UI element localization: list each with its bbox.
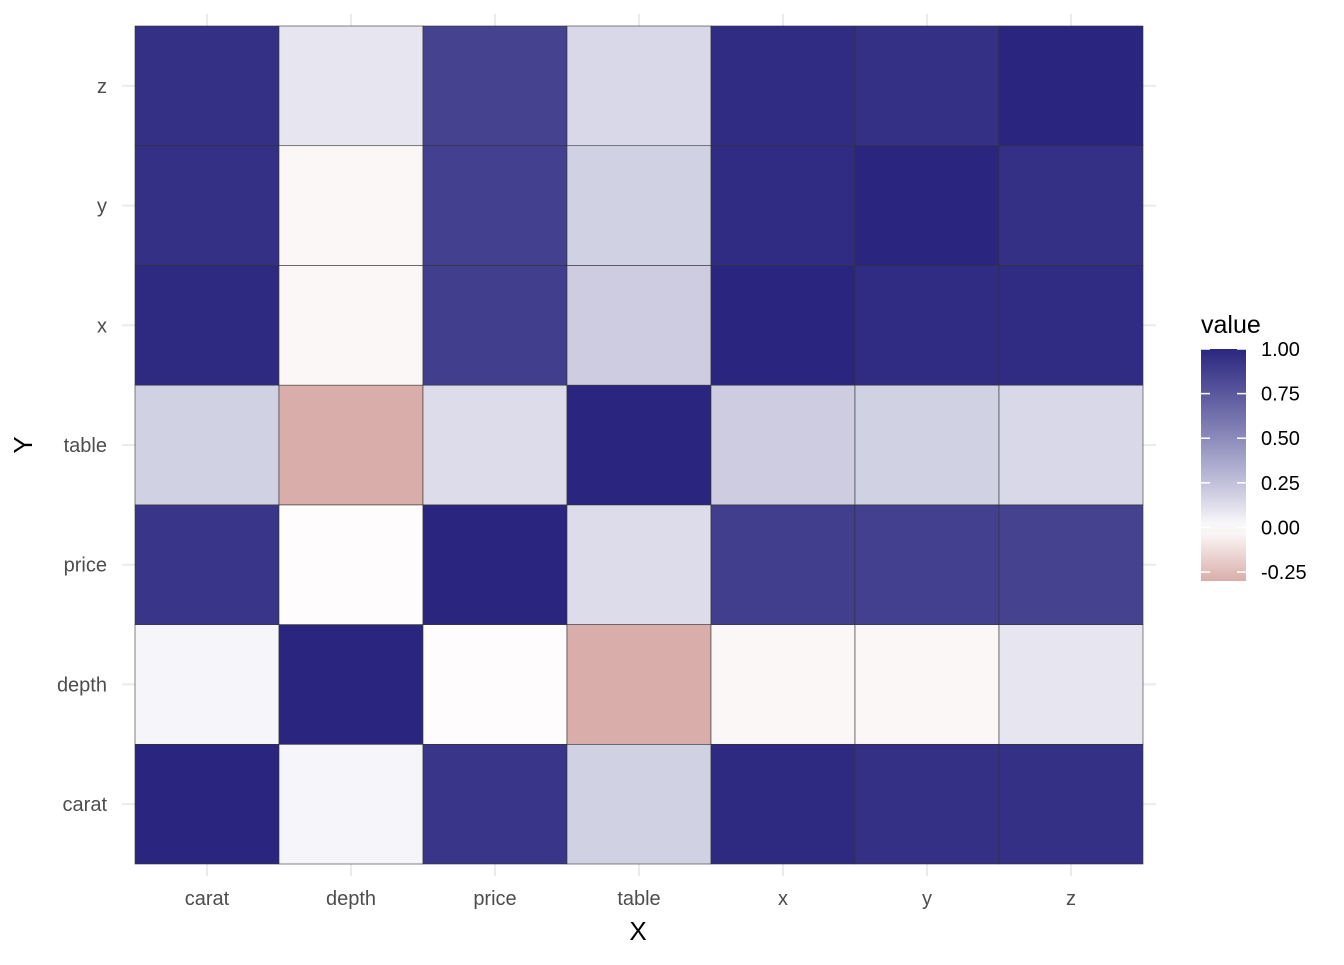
heatmap-cell-depth-x [278, 265, 424, 386]
heatmap-cell-depth-table [278, 384, 424, 506]
legend-tick-label: 1.00 [1261, 339, 1300, 361]
y-tick-label-carat: carat [63, 794, 108, 816]
legend: value 1.00 0.75 0.50 0.25 0.00 -0.25 [1201, 311, 1307, 584]
heatmap-cell-table-z [566, 25, 712, 147]
legend-tick-label: -0.25 [1261, 562, 1307, 584]
heatmap-cell-carat-y [134, 145, 280, 266]
y-tick-label-depth: depth [57, 674, 107, 696]
heatmap-cell-table-y [566, 145, 712, 266]
heatmap-cell-carat-depth [134, 624, 280, 745]
heatmap-cell-table-table [566, 384, 712, 506]
heatmap-cell-depth-z [278, 25, 424, 147]
heatmap-cell-price-y [422, 145, 568, 266]
x-tick-label-depth: depth [326, 888, 376, 910]
heatmap-cell-y-x [854, 265, 1000, 386]
heatmap-cell-z-depth [998, 624, 1144, 745]
x-tick-label-carat: carat [185, 888, 230, 910]
heatmap-cell-z-x [998, 265, 1144, 386]
heatmap-cell-carat-table [134, 384, 280, 506]
heatmap-cell-table-carat [566, 743, 712, 865]
heatmap-cell-depth-depth [278, 624, 424, 745]
y-tick-label-price: price [64, 555, 107, 577]
heatmap-cell-carat-price [134, 504, 280, 625]
x-tick-label-x: x [778, 888, 788, 910]
heatmap-cell-y-table [854, 384, 1000, 506]
heatmap-cell-z-price [998, 504, 1144, 625]
heatmap-tiles [134, 25, 1144, 865]
heatmap-cell-depth-y [278, 145, 424, 266]
heatmap-cell-x-y [710, 145, 856, 266]
y-tick-label-y: y [97, 196, 107, 218]
y-axis-title: Y [8, 436, 38, 453]
heatmap-cell-y-y [854, 145, 1000, 266]
x-tick-label-y: y [922, 888, 932, 910]
heatmap-cell-table-price [566, 504, 712, 625]
heatmap-cell-z-y [998, 145, 1144, 266]
heatmap-cell-z-table [998, 384, 1144, 506]
heatmap-cell-x-x [710, 265, 856, 386]
heatmap-cell-carat-x [134, 265, 280, 386]
heatmap-cell-y-depth [854, 624, 1000, 745]
heatmap-cell-carat-carat [134, 743, 280, 865]
legend-tick-label: 0.25 [1261, 473, 1300, 495]
heatmap-cell-price-x [422, 265, 568, 386]
heatmap-cell-carat-z [134, 25, 280, 147]
heatmap-cell-price-table [422, 384, 568, 506]
heatmap-cell-table-depth [566, 624, 712, 745]
heatmap-cell-x-price [710, 504, 856, 625]
y-tick-label-z: z [97, 76, 107, 98]
x-tick-label-price: price [473, 888, 516, 910]
heatmap-cell-y-carat [854, 743, 1000, 865]
heatmap-cell-x-carat [710, 743, 856, 865]
heatmap-cell-price-depth [422, 624, 568, 745]
y-tick-label-x: x [97, 315, 107, 337]
heatmap-cell-x-table [710, 384, 856, 506]
legend-colorbar [1201, 349, 1246, 581]
legend-title: value [1201, 311, 1261, 339]
heatmap-cell-price-z [422, 25, 568, 147]
y-tick-label-table: table [64, 435, 107, 457]
x-tick-label-table: table [617, 888, 660, 910]
legend-tick-label: 0.00 [1261, 517, 1300, 539]
heatmap-cell-price-carat [422, 743, 568, 865]
heatmap-cell-y-z [854, 25, 1000, 147]
heatmap-cell-table-x [566, 265, 712, 386]
heatmap-cell-z-z [998, 25, 1144, 147]
y-axis-ticks: carat depth price table x y z [57, 76, 108, 816]
heatmap-cell-x-depth [710, 624, 856, 745]
legend-tick-label: 0.75 [1261, 384, 1300, 406]
heatmap-cell-y-price [854, 504, 1000, 625]
heatmap-cell-z-carat [998, 743, 1144, 865]
heatmap-cell-x-z [710, 25, 856, 147]
heatmap-cell-depth-carat [278, 743, 424, 865]
heatmap-cell-depth-price [278, 504, 424, 625]
x-axis-title: X [629, 916, 646, 946]
legend-ticks: 1.00 0.75 0.50 0.25 0.00 -0.25 [1201, 339, 1307, 584]
x-axis-ticks: carat depth price table x y z [185, 888, 1076, 910]
legend-tick-label: 0.50 [1261, 428, 1300, 450]
x-tick-label-z: z [1066, 888, 1076, 910]
heatmap-cell-price-price [422, 504, 568, 625]
